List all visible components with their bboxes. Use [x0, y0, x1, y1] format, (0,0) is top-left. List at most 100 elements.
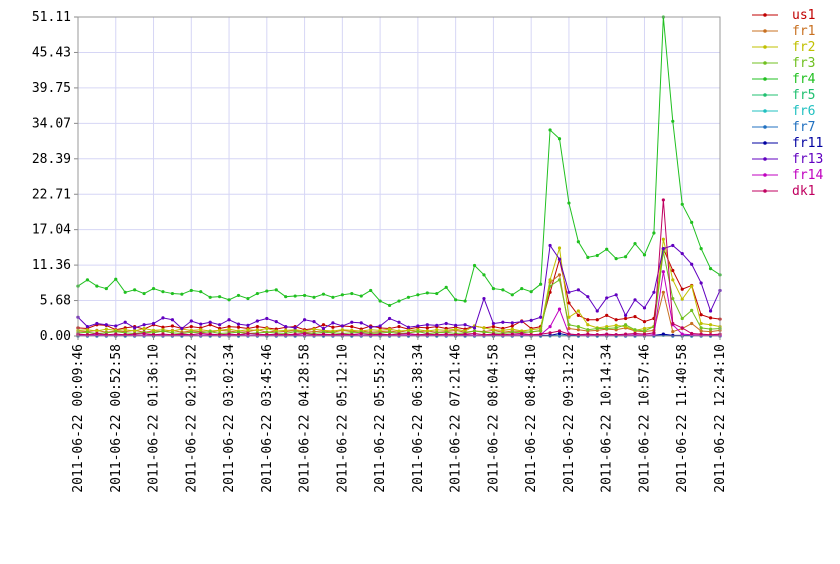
series-line — [77, 246, 721, 331]
data-point — [586, 318, 590, 322]
series-line — [77, 239, 721, 332]
legend-label: fr6 — [792, 104, 815, 119]
data-point — [378, 299, 382, 303]
data-point — [95, 321, 99, 326]
data-point — [699, 247, 703, 251]
data-point — [170, 291, 175, 296]
data-point — [529, 318, 533, 322]
x-tick-label: 2011-06-22 12:24:10 — [713, 344, 728, 493]
data-point — [690, 321, 694, 326]
legend-label: fr11 — [792, 136, 823, 151]
data-point — [633, 242, 637, 246]
data-point — [605, 247, 609, 251]
data-point — [274, 288, 278, 292]
data-point — [529, 330, 533, 334]
data-point — [595, 253, 599, 258]
data-point — [378, 324, 382, 328]
data-point — [539, 282, 543, 286]
data-point — [369, 288, 373, 293]
y-tick-label: 22.71 — [32, 187, 71, 202]
data-point — [557, 329, 562, 333]
data-point — [605, 332, 609, 336]
data-point — [340, 324, 344, 328]
data-point — [151, 328, 156, 332]
data-point — [425, 291, 429, 295]
data-point — [463, 299, 467, 303]
data-point — [491, 325, 496, 329]
data-point — [576, 309, 580, 313]
data-point — [539, 315, 543, 319]
data-point — [142, 323, 146, 327]
data-point — [539, 329, 543, 333]
data-point — [661, 237, 665, 241]
y-tick-label: 5.68 — [40, 294, 71, 309]
series-layer — [76, 15, 722, 338]
data-point — [236, 325, 241, 329]
data-point — [416, 324, 420, 328]
data-point — [85, 328, 90, 332]
data-point — [557, 257, 562, 261]
data-point — [510, 327, 514, 331]
data-point — [699, 332, 703, 336]
data-point — [104, 286, 108, 291]
data-point — [255, 319, 259, 323]
legend-label: fr14 — [792, 168, 823, 183]
data-point — [699, 329, 703, 333]
x-tick-label: 2011-06-22 05:55:22 — [373, 344, 388, 493]
data-point — [274, 332, 278, 336]
data-point — [406, 325, 411, 329]
x-tick-label: 2011-06-22 07:21:46 — [449, 344, 464, 493]
data-point — [236, 330, 241, 334]
data-point — [227, 327, 231, 331]
data-point — [661, 247, 665, 251]
data-point — [378, 332, 382, 336]
data-point — [350, 320, 354, 324]
x-tick-label: 2011-06-22 06:38:34 — [411, 344, 426, 493]
data-point — [576, 288, 580, 292]
data-point — [133, 288, 137, 292]
data-point — [614, 318, 618, 322]
data-point — [567, 315, 571, 319]
legend-marker — [763, 93, 767, 97]
data-point — [472, 329, 477, 333]
data-point — [321, 326, 326, 331]
data-point — [302, 293, 307, 298]
data-point — [425, 329, 429, 333]
legend-label: fr3 — [792, 56, 815, 71]
data-point — [567, 332, 571, 336]
data-point — [623, 313, 628, 318]
data-point — [567, 326, 571, 331]
data-point — [708, 316, 713, 320]
data-point — [708, 266, 713, 271]
data-point — [567, 301, 571, 305]
data-point — [255, 332, 259, 336]
data-point — [548, 325, 552, 329]
data-point — [444, 332, 448, 336]
data-point — [623, 332, 628, 336]
data-point — [331, 295, 335, 299]
y-tick-label: 51.11 — [32, 10, 71, 25]
legend-marker — [763, 77, 767, 81]
x-tick-label: 2011-06-22 08:48:10 — [524, 344, 539, 493]
data-point — [114, 330, 118, 334]
data-point — [548, 331, 552, 335]
data-point — [557, 307, 562, 311]
data-point — [557, 137, 562, 141]
data-point — [387, 330, 392, 334]
data-point — [199, 328, 203, 332]
data-point — [557, 278, 562, 282]
data-point — [708, 323, 713, 327]
data-point — [576, 240, 580, 244]
data-point — [699, 281, 703, 285]
y-tick-label: 34.07 — [32, 116, 71, 131]
data-point — [605, 313, 609, 318]
data-point — [397, 329, 401, 333]
data-point — [387, 316, 392, 321]
data-point — [708, 330, 713, 334]
data-point — [85, 325, 90, 329]
data-point — [510, 324, 514, 328]
data-point — [642, 326, 647, 331]
data-point — [227, 298, 231, 302]
data-point — [708, 309, 713, 313]
